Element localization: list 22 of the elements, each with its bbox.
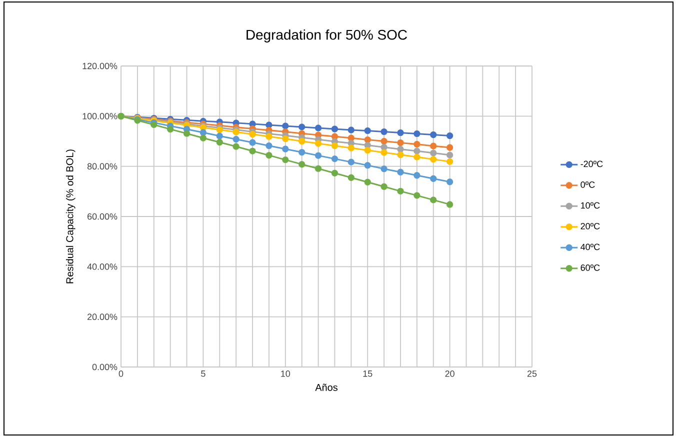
- y-tick-label: 80.00%: [87, 163, 118, 170]
- chart-title: Degradation for 50% SOC: [246, 29, 407, 42]
- x-tick-label: 25: [527, 370, 537, 377]
- x-tick-label: 15: [363, 370, 372, 377]
- legend-label: 10ºC: [581, 202, 600, 209]
- x-tick-label: 0: [118, 370, 124, 377]
- legend-label: -20ºC: [580, 160, 603, 168]
- y-tick-label: 100.00%: [82, 112, 118, 120]
- y-tick-label: 0.00%: [92, 364, 118, 370]
- legend-label: 20ºC: [580, 222, 600, 230]
- y-axis-title: Residual Capacity (% od BOL): [66, 150, 76, 284]
- x-tick-label: 20: [445, 370, 454, 377]
- legend-label: 40ºC: [580, 244, 600, 250]
- y-tick-label: 60.00%: [88, 213, 118, 220]
- x-tick-label: 5: [201, 370, 206, 377]
- x-axis-title: Años: [315, 384, 338, 391]
- legend-label: 0ºC: [580, 181, 595, 188]
- y-tick-label: 40.00%: [87, 263, 118, 270]
- legend-label: 60ºC: [580, 264, 600, 271]
- x-tick-label: 10: [281, 370, 290, 377]
- y-tick-label: 20.00%: [88, 314, 118, 320]
- y-tick-label: 120.00%: [82, 62, 118, 70]
